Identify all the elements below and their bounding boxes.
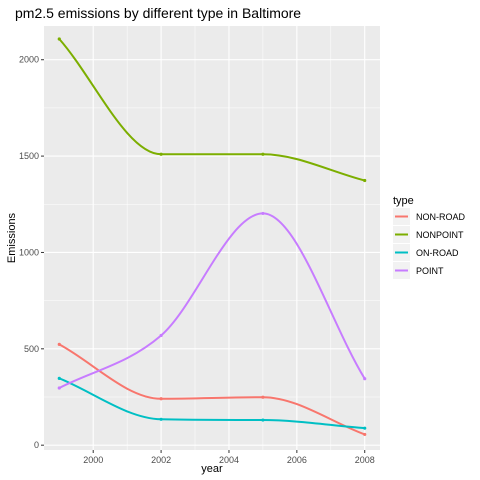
y-tick-label: 500 (24, 344, 39, 354)
series-line-nonpoint (58, 38, 365, 182)
x-axis: 2000 2002 2004 2006 2008 (83, 450, 375, 465)
x-tick-label: 2002 (151, 455, 171, 465)
y-tick-label: 1500 (19, 151, 39, 161)
series-line-non-road (58, 343, 366, 436)
legend-label-on-road: ON-ROAD (416, 248, 459, 258)
series-line-point (58, 212, 366, 389)
data-point-non-road (363, 432, 367, 437)
x-tick-label: 2008 (355, 455, 375, 465)
plot-panel (44, 26, 380, 450)
data-point-non-road (57, 342, 61, 347)
legend-label-point: POINT (416, 266, 444, 276)
chart-title: pm2.5 emissions by different type in Bal… (15, 5, 301, 21)
series-lines (57, 37, 367, 437)
data-point-point (57, 386, 61, 390)
legend-label-non-road: NON-ROAD (416, 212, 465, 222)
data-point-point (261, 211, 265, 216)
data-point-nonpoint (363, 178, 367, 183)
data-point-point (159, 333, 163, 338)
data-point-nonpoint (159, 152, 163, 156)
y-axis-title: Emissions (6, 212, 18, 263)
y-tick-label: 2000 (19, 55, 39, 65)
data-point-non-road (159, 397, 163, 401)
data-point-on-road (363, 426, 367, 430)
data-point-nonpoint (57, 37, 61, 41)
y-axis: 0 500 1000 1500 2000 (19, 55, 44, 450)
data-point-point (363, 377, 367, 381)
x-axis-title: year (201, 463, 223, 475)
series-line-on-road (58, 377, 365, 430)
y-tick-label: 0 (34, 440, 39, 450)
data-point-non-road (261, 395, 265, 399)
x-tick-label: 2004 (219, 455, 239, 465)
data-point-on-road (261, 418, 265, 422)
legend-label-nonpoint: NONPOINT (416, 230, 464, 240)
x-tick-label: 2000 (83, 455, 103, 465)
data-point-on-road (159, 417, 163, 421)
data-point-on-road (57, 376, 61, 380)
x-tick-label: 2006 (287, 455, 307, 465)
data-point-nonpoint (261, 152, 265, 156)
legend: type NON-ROAD NONPOINT ON-ROAD POINT (393, 195, 465, 279)
legend-title: type (393, 195, 414, 207)
y-tick-label: 1000 (19, 247, 39, 257)
